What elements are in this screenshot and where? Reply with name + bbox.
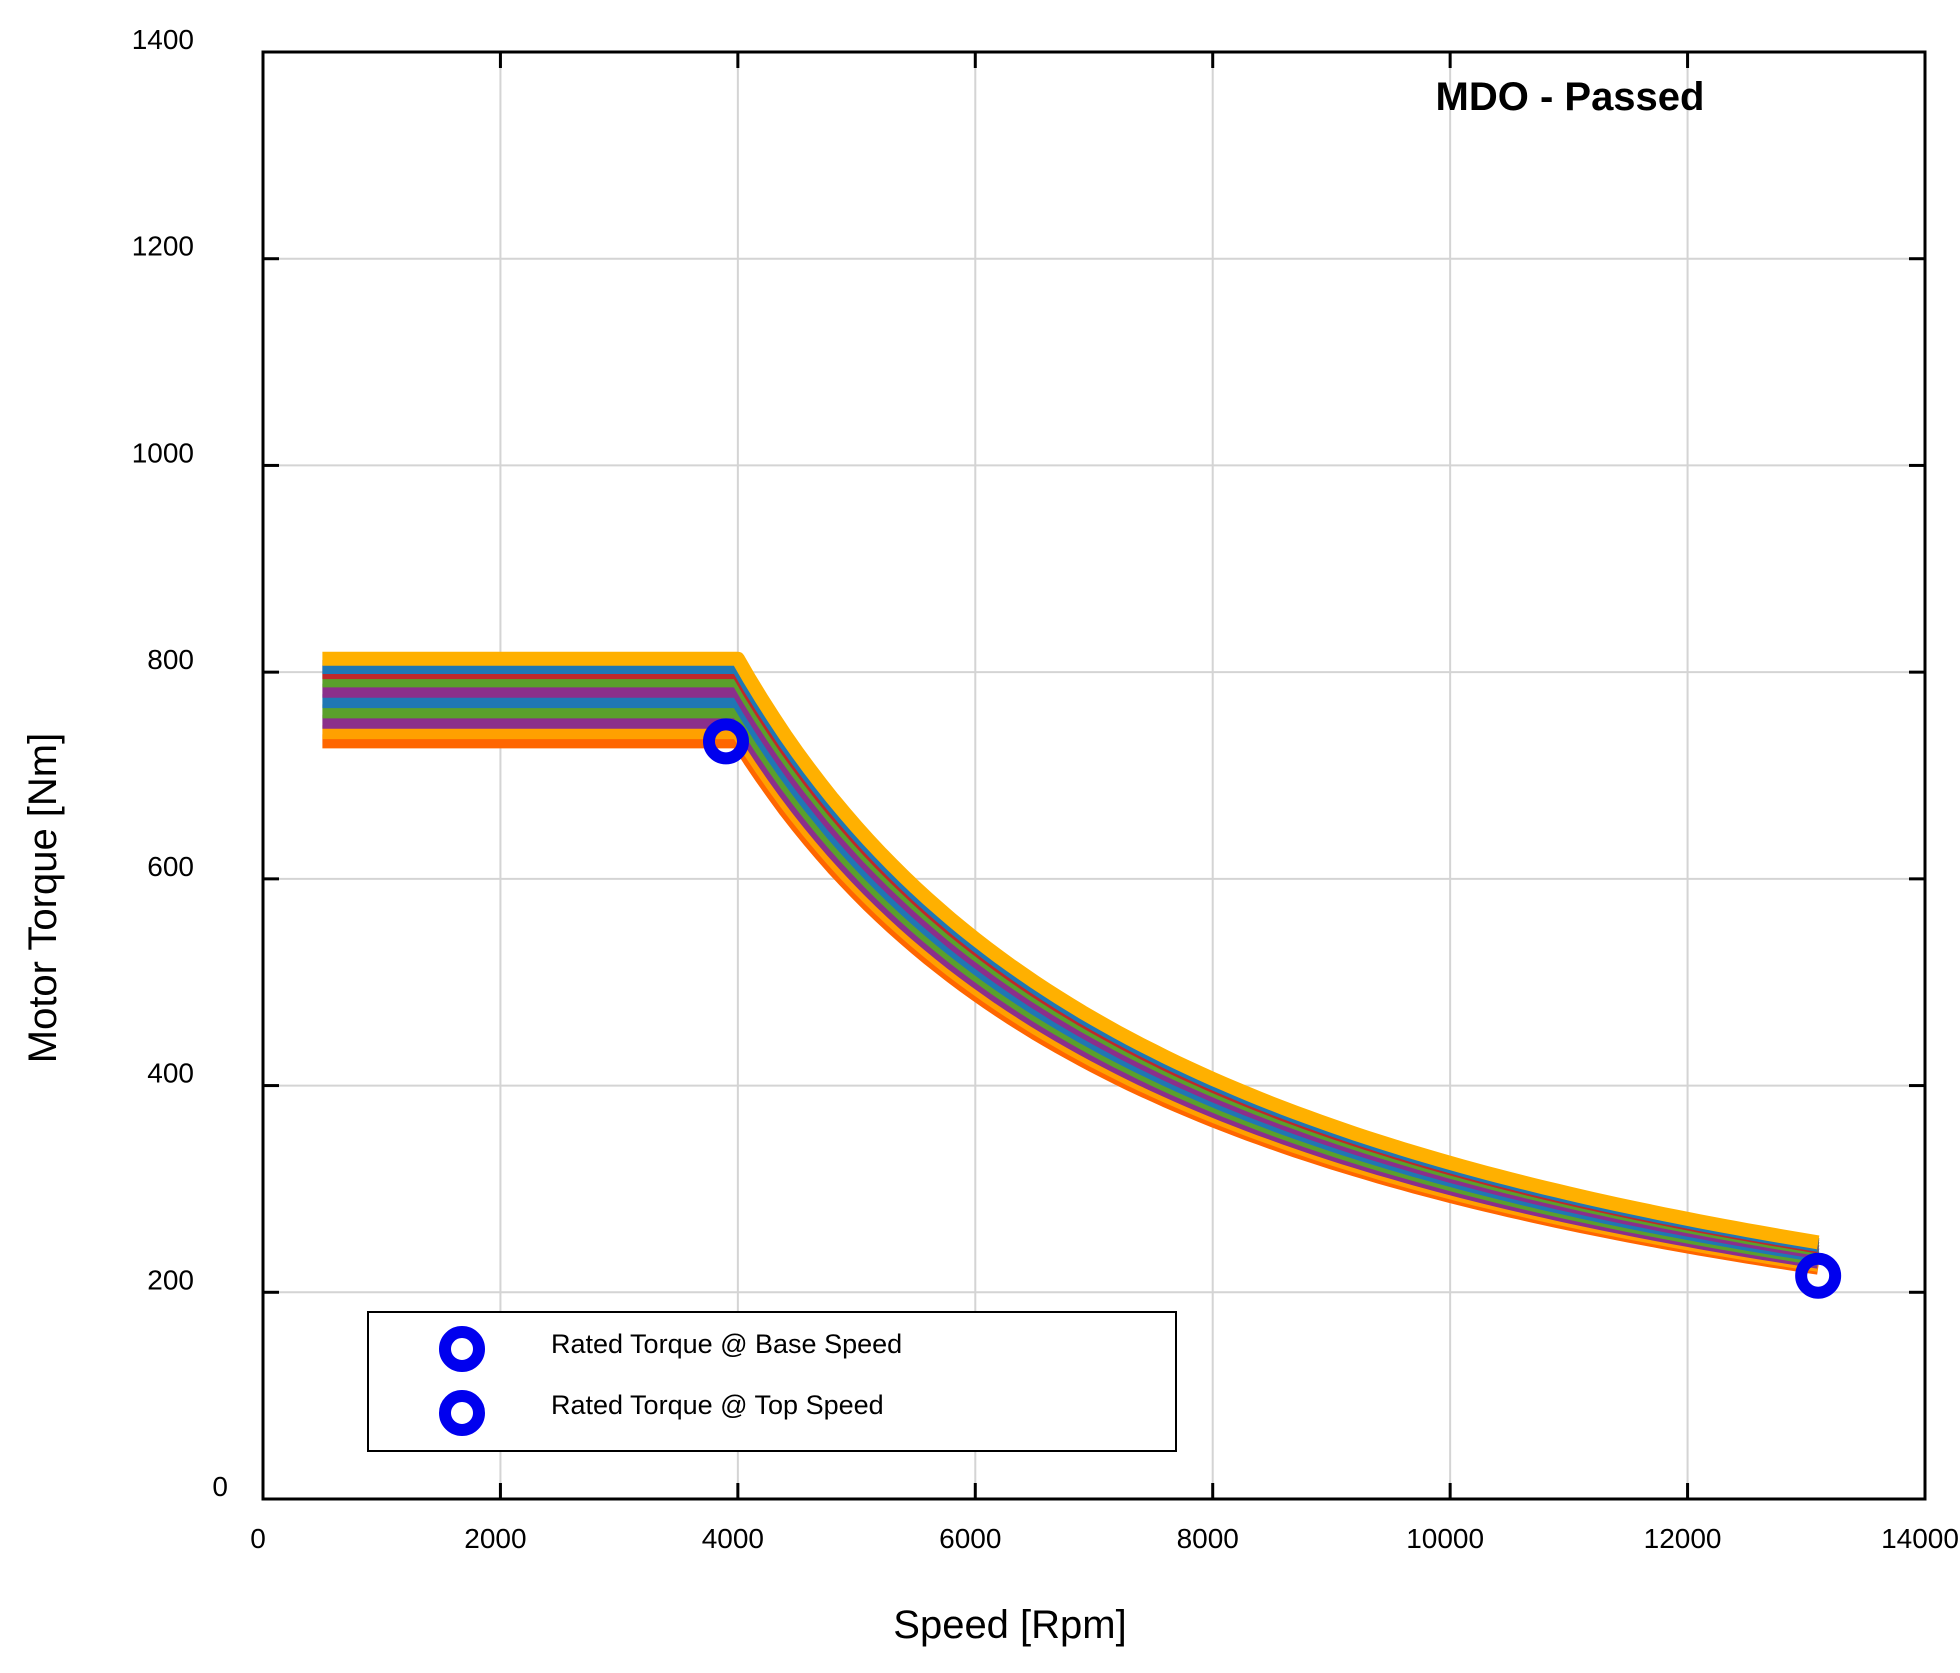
marker-rated-torque-base-speed [702, 718, 749, 765]
x-tick-label: 0 [250, 1523, 266, 1554]
marker-rated-torque-top-speed [1795, 1252, 1842, 1299]
tick-labels: 0 2000 4000 6000 8000 10000 12000 14000 0 200 400 6… [132, 24, 1959, 1554]
y-tick-label: 800 [147, 644, 194, 675]
legend-label-top-speed: Rated Torque @ Top Speed [551, 1390, 884, 1420]
x-tick-label: 6000 [939, 1523, 1001, 1554]
y-axis-title: Motor Torque [Nm] [21, 733, 65, 1064]
series-line-curve-6 [322, 683, 1820, 1260]
series-line-curve-10 [322, 651, 1820, 1250]
x-tick-label: 10000 [1406, 1523, 1484, 1554]
marker-group [702, 718, 1842, 1299]
series-line-curve-3 [322, 714, 1820, 1269]
plot-frame [261, 50, 1927, 1501]
x-axis-title: Speed [Rpm] [893, 1603, 1126, 1647]
legend-label-base-speed: Rated Torque @ Base Speed [551, 1329, 902, 1359]
y-tick-label: 1000 [132, 437, 194, 468]
status-annotation: MDO - Passed [1436, 75, 1705, 119]
y-tick-label: 1200 [132, 231, 194, 262]
y-tick-label: 600 [147, 851, 194, 882]
series-line-curve-7 [322, 673, 1820, 1256]
x-tick-label: 14000 [1881, 1523, 1959, 1554]
y-tick-label: 200 [147, 1264, 194, 1295]
series-group [322, 651, 1820, 1275]
series-line-curve-8 [322, 665, 1820, 1254]
y-tick-label: 0 [212, 1471, 228, 1502]
series-line-curve-4 [322, 704, 1820, 1266]
x-tick-label: 12000 [1644, 1523, 1722, 1554]
grid [263, 52, 1925, 1499]
series-line-curve-9 [322, 660, 1820, 1252]
legend: Rated Torque @ Base Speed Rated Torque @… [367, 1311, 1177, 1452]
y-tick-label: 400 [147, 1058, 194, 1089]
plot-border [261, 50, 1927, 1501]
series-line-curve-5 [322, 694, 1820, 1263]
x-tick-label: 4000 [702, 1523, 764, 1554]
x-tick-label: 8000 [1177, 1523, 1239, 1554]
x-tick-label: 2000 [464, 1523, 526, 1554]
legend-box [367, 1311, 1177, 1452]
y-tick-label: 1400 [132, 24, 194, 55]
legend-marker-base-speed [439, 1326, 485, 1372]
legend-marker-top-speed [439, 1390, 485, 1436]
